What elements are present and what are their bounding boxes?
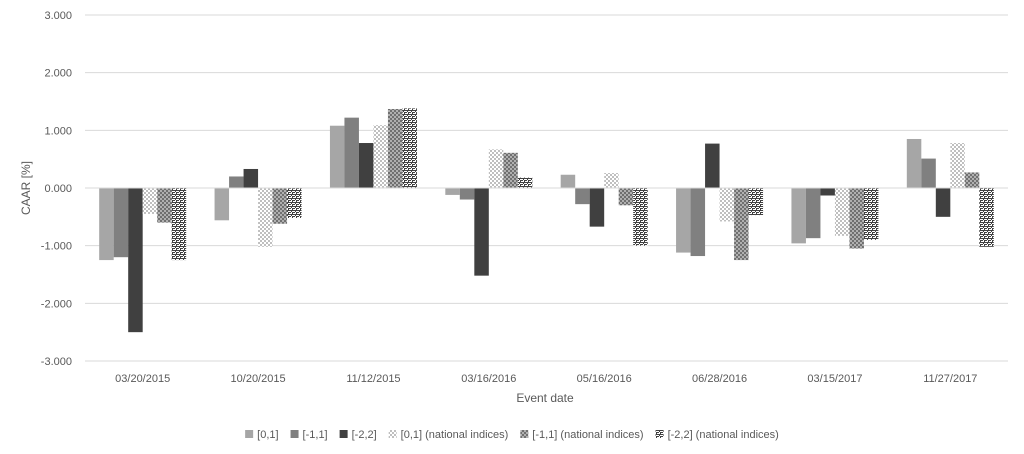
x-tick-label: 03/15/2017 [807, 373, 862, 385]
x-tick-label: 03/20/2015 [115, 373, 170, 385]
bar [575, 188, 590, 205]
bar [820, 188, 835, 196]
bar [503, 152, 518, 188]
legend-swatch [520, 430, 529, 438]
bar [387, 108, 403, 188]
x-tick-label: 11/27/2017 [923, 373, 977, 385]
bar [921, 158, 936, 188]
bar [459, 188, 475, 200]
y-tick-label: -2.000 [41, 298, 72, 310]
legend-label: [0,1] (national indices) [401, 429, 509, 441]
legend-swatch [655, 430, 664, 438]
bar [229, 176, 244, 188]
bar [99, 188, 114, 261]
bar [142, 188, 158, 214]
bar [214, 188, 230, 221]
legend: [0,1] [-1,1] [-2,2] [0,1] (national indices… [245, 429, 779, 441]
x-tick-label: 03/16/2016 [461, 373, 516, 385]
legend-swatch [290, 430, 299, 438]
x-tick-label: 05/16/2016 [577, 373, 632, 385]
bar [906, 138, 922, 188]
x-tick-label: 11/12/2015 [346, 373, 400, 385]
bar [935, 188, 951, 217]
bar [243, 168, 259, 188]
x-axis-title: Event date [516, 391, 574, 405]
y-tick-label: 1.000 [44, 125, 72, 137]
bar [488, 149, 504, 188]
bar [344, 117, 359, 188]
legend-label: [-2,2] (national indices) [668, 429, 779, 441]
bar [705, 143, 720, 188]
bar [258, 188, 273, 247]
y-tick-label: 2.000 [44, 68, 72, 80]
bar [402, 108, 417, 188]
bars [85, 108, 1008, 333]
bar [863, 188, 879, 240]
y-tick-label: 3.000 [44, 10, 72, 22]
bar [560, 174, 576, 188]
bar [128, 188, 143, 333]
bar [113, 188, 129, 258]
y-tick-label: -3.000 [41, 356, 72, 368]
bar [445, 188, 460, 195]
bar [157, 188, 172, 223]
legend-swatch [388, 430, 397, 438]
bar [748, 188, 764, 216]
y-axis-title: CAAR [%] [19, 161, 33, 215]
legend-label: [0,1] [257, 429, 278, 441]
legend-label: [-2,2] [352, 429, 377, 441]
x-tick-label: 10/20/2015 [231, 373, 286, 385]
bar [272, 188, 288, 224]
bar [950, 143, 965, 188]
bar [690, 188, 706, 257]
tick-labels: -3.000 -2.000 -1.000 0.000 1.000 2.000 3.000 03… [41, 10, 978, 385]
bar [474, 188, 489, 276]
bar [517, 177, 533, 188]
legend-label: [-1,1] [303, 429, 328, 441]
bar [287, 188, 302, 218]
bar [373, 125, 388, 188]
bar [329, 125, 345, 188]
bar [604, 173, 619, 188]
bar [589, 188, 605, 227]
bar [171, 188, 187, 261]
y-tick-label: 0.000 [44, 183, 72, 195]
bar [964, 172, 980, 188]
x-tick-label: 06/28/2016 [692, 373, 747, 385]
bar [676, 188, 691, 253]
bar [719, 188, 735, 222]
legend-swatch [245, 430, 254, 438]
bar [633, 188, 648, 246]
y-tick-label: -1.000 [41, 241, 72, 253]
legend-label: [-1,1] (national indices) [532, 429, 643, 441]
bar [734, 188, 749, 261]
bar [979, 188, 994, 247]
bar [618, 188, 634, 206]
legend-swatch [339, 430, 348, 438]
bar [791, 188, 806, 244]
bar [358, 143, 374, 188]
bar [805, 188, 821, 239]
bar [834, 188, 850, 236]
bar [849, 188, 864, 249]
